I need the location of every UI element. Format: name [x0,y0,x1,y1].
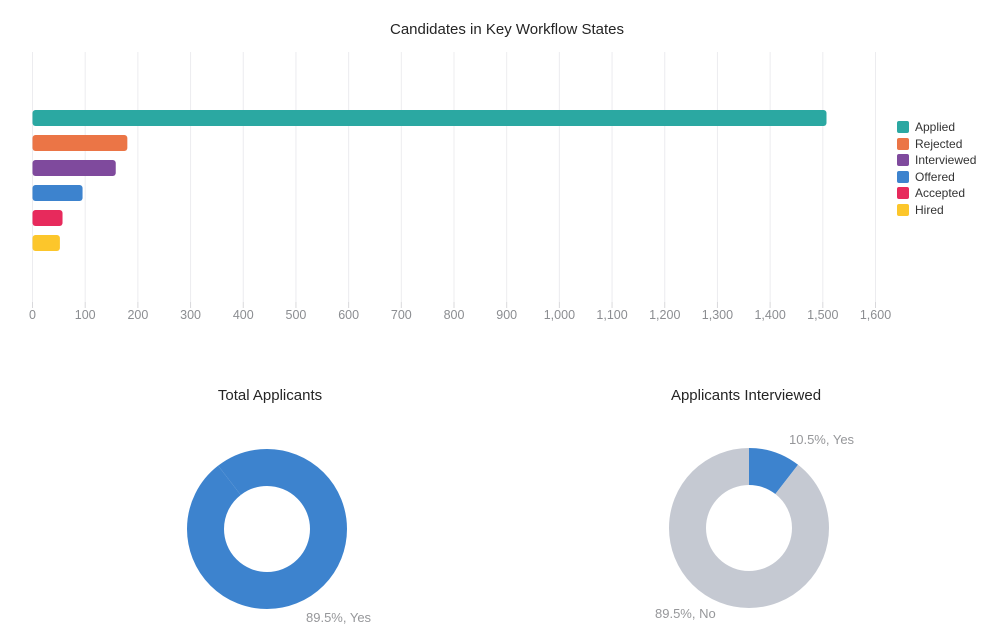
donut-label-total-yes: 89.5%, Yes [306,610,372,624]
legend-item-applied[interactable]: Applied [897,121,976,133]
donut-chart-total-applicants [187,449,347,609]
donut-chart-applicants-interviewed [669,448,829,608]
legend-swatch-icon [897,187,909,200]
legend-label: Rejected [915,136,963,151]
legend-label: Offered [915,169,955,184]
x-axis-label: 1,200 [649,308,680,322]
legend-swatch-icon [897,203,909,216]
x-axis-label: 800 [444,308,465,322]
legend-label: Accepted [915,186,966,201]
bar-hired[interactable] [32,235,60,251]
legend-label: Interviewed [915,153,977,168]
x-axis-label: 1,100 [596,308,627,322]
bar-offered[interactable] [32,185,83,201]
x-axis-label: 500 [286,308,307,322]
x-axis-label: 1,300 [702,308,733,322]
bar-chart: 0 100 200 300 400 500 600 700 800 900 1,000 1,100 1,… [29,52,891,322]
x-axis-label: 100 [75,308,96,322]
donut-title-total-applicants: Total Applicants [217,387,323,404]
x-axis-label: 0 [29,308,36,322]
x-axis-label: 200 [127,308,148,322]
legend-swatch-icon [897,170,909,183]
bar-applied[interactable] [32,110,827,126]
donut-slice-no[interactable] [669,448,829,608]
legend-item-offered[interactable]: Offered [897,169,976,184]
x-axis-label: 600 [338,308,359,322]
bar-chart-legend: Applied Rejected Interviewed Offered Accepte… [897,121,976,216]
x-axis-label: 400 [233,308,254,322]
legend-label: Applied [915,120,956,134]
bar-rejected[interactable] [32,135,128,151]
legend-swatch-icon [897,121,909,133]
legend-swatch-icon [897,137,909,150]
legend-label: Hired [915,202,944,217]
x-axis-label: 700 [391,308,412,322]
legend-swatch-icon [897,154,909,167]
x-axis-label: 900 [496,308,517,322]
bar-interviewed[interactable] [32,160,116,176]
x-axis-label: 1,000 [544,308,575,322]
donut-label-interviewed-yes: 10.5%, Yes [789,432,855,447]
bar-accepted[interactable] [32,210,63,226]
legend-item-accepted[interactable]: Accepted [897,186,976,201]
legend-item-hired[interactable]: Hired [897,202,976,217]
legend-item-rejected[interactable]: Rejected [897,136,976,151]
donut-label-interviewed-no: 89.5%, No [655,606,716,621]
bar-chart-title: Candidates in Key Workflow States [389,21,624,38]
donut-title-applicants-interviewed: Applicants Interviewed [670,387,822,404]
legend-item-interviewed[interactable]: Interviewed [897,153,977,168]
x-axis-label: 1,600 [860,308,891,322]
donut-slice-rest[interactable] [187,449,347,609]
x-axis-label: 1,400 [754,308,785,322]
x-axis-label: 300 [180,308,201,322]
x-axis-label: 1,500 [807,308,838,322]
